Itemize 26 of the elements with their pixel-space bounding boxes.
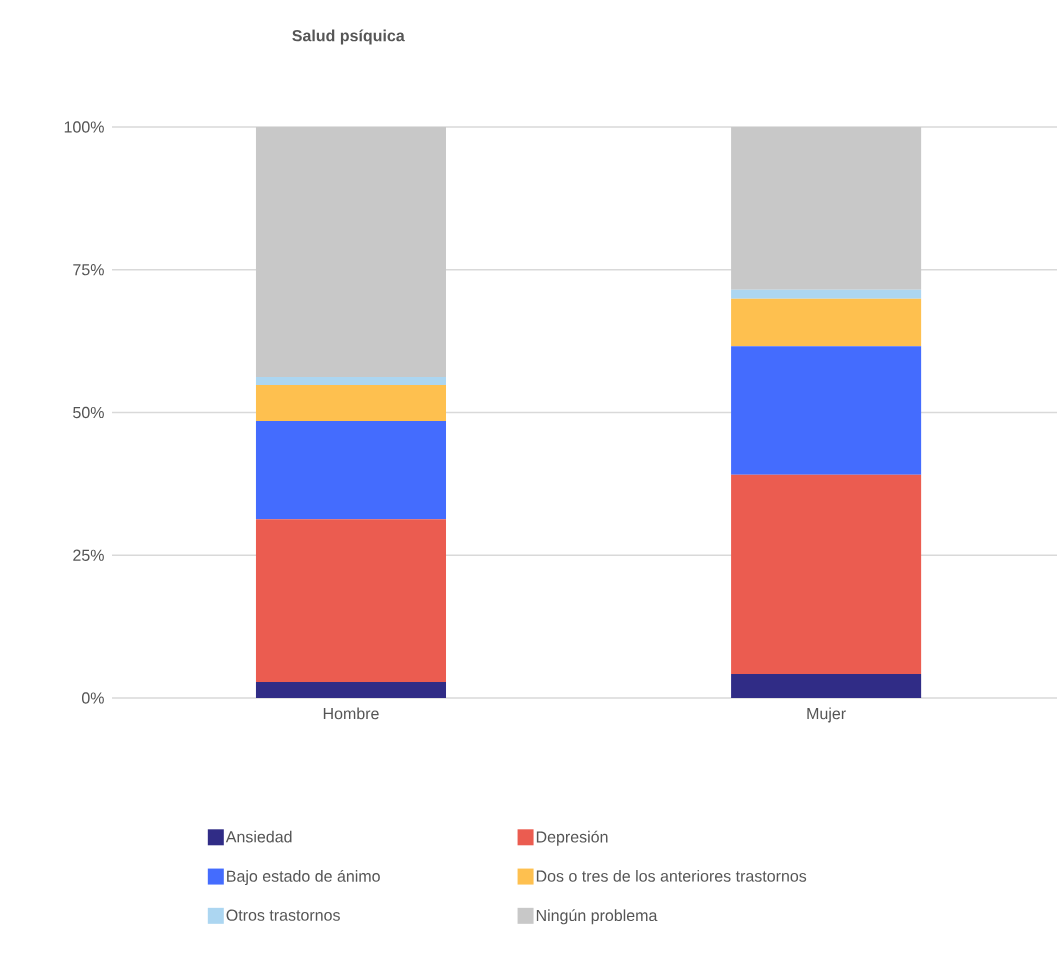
y-tick-label: 50% [73, 406, 104, 419]
legend-label: Otros trastornos [226, 909, 340, 921]
y-tick-label: 0% [81, 692, 104, 704]
legend-label: Ningún problema [536, 909, 658, 925]
y-tick-label: 75% [73, 264, 104, 276]
bar [255, 126, 447, 378]
legend-label: Depresión [536, 830, 608, 846]
legend-label: Bajo estado de ánimo [227, 869, 380, 886]
x-tick-label: Mujer [807, 707, 846, 723]
bar [731, 289, 922, 299]
bar [731, 126, 922, 290]
bar [255, 519, 447, 683]
legend-label: Dos o tres de los anteriores trastornos [536, 870, 807, 882]
bar [255, 377, 447, 386]
legend-label: Ansiedad [225, 830, 292, 843]
chart-title: Salud psíquica [292, 29, 405, 45]
bar [731, 474, 922, 675]
y-tick-label: 100% [64, 121, 104, 133]
bar [255, 682, 447, 698]
y-tick-label: 25% [73, 549, 104, 561]
bar [255, 421, 447, 520]
bar [255, 385, 447, 422]
bar [731, 346, 922, 475]
bar [731, 674, 922, 698]
x-tick-label: Hombre [323, 707, 379, 720]
bar [731, 298, 922, 347]
